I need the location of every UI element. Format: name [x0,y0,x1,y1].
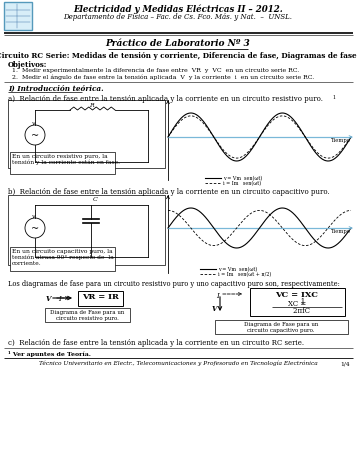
Text: Electricidad y Medidas Eléctricas II – 2012.: Electricidad y Medidas Eléctricas II – 2… [73,4,283,13]
Text: Circuito RC Serie: Medidas de tensión y corriente, Diferencia de fase, Diagramas: Circuito RC Serie: Medidas de tensión y … [0,52,357,60]
Text: VR = IR: VR = IR [81,293,119,301]
Text: v = Vm  sen(ωt): v = Vm sen(ωt) [218,267,257,272]
Text: i = Im   sen(ωt): i = Im sen(ωt) [223,181,261,186]
FancyBboxPatch shape [4,2,32,30]
Text: ¹ Ver apuntes de Teoría.: ¹ Ver apuntes de Teoría. [8,351,91,357]
FancyBboxPatch shape [215,320,348,334]
FancyBboxPatch shape [250,288,345,316]
Text: Departamento de Física – Fac. de Cs. Fco. Más. y Nat.  –  UNSL.: Departamento de Física – Fac. de Cs. Fco… [64,13,292,21]
Text: XC =: XC = [288,300,306,308]
Text: i = Im   sen(ωt + π/2): i = Im sen(ωt + π/2) [218,272,271,277]
Text: 1.  Medir experimentalmente la diferencia de fase entre  VR  y  VC  en un circui: 1. Medir experimentalmente la diferencia… [12,68,299,73]
FancyBboxPatch shape [10,247,115,271]
Text: b)  Relación de fase entre la tensión aplicada y la corriente en un circuito cap: b) Relación de fase entre la tensión apl… [8,188,330,196]
Text: Técnico Universitario en Electr., Telecomunicaciones y Profesorado en Tecnología: Técnico Universitario en Electr., Teleco… [39,361,317,366]
FancyBboxPatch shape [10,152,115,174]
Text: En un circuito capacitivo puro, la
tensión atrasa 90° respecto de  la
corriente.: En un circuito capacitivo puro, la tensi… [12,249,114,266]
FancyBboxPatch shape [8,100,165,168]
Text: Diagrama de Fase para un
circuito capacitivo puro.: Diagrama de Fase para un circuito capaci… [244,322,318,333]
Text: 1: 1 [285,298,305,306]
Text: 2πfC: 2πfC [284,307,310,315]
Text: v = Vm  sen(ωt): v = Vm sen(ωt) [223,176,262,181]
Text: V: V [46,295,51,303]
Text: Objetivos:: Objetivos: [8,61,47,69]
Text: v: v [32,121,35,126]
Text: I: I [216,292,219,300]
Text: Diagrama de Fase para un
circuito resistivo puro.: Diagrama de Fase para un circuito resist… [50,310,124,321]
Text: 1/4: 1/4 [340,361,350,366]
Text: v: v [32,214,35,219]
Text: R: R [89,103,94,108]
Text: c)  Relación de fase entre la tensión aplicada y la corriente en un circuito RC : c) Relación de fase entre la tensión apl… [8,339,304,347]
Text: ~: ~ [31,225,39,233]
Text: Los diagramas de fase para un circuito resistivo puro y uno capacitivo puro son,: Los diagramas de fase para un circuito r… [8,280,340,288]
Text: 1: 1 [332,95,335,100]
FancyBboxPatch shape [45,308,130,322]
Text: Tiempo: Tiempo [331,138,351,143]
Text: 2.  Medir el ángulo de fase entre la tensión aplicada  V  y la corriente  i  en : 2. Medir el ángulo de fase entre la tens… [12,74,314,79]
Text: V: V [212,305,217,313]
Text: VC = IXC: VC = IXC [276,291,318,299]
Text: I: I [58,295,61,303]
FancyBboxPatch shape [78,291,123,306]
Text: Práctico de Laboratorio Nº 3: Práctico de Laboratorio Nº 3 [106,39,250,48]
Text: I) Introducción teórica.: I) Introducción teórica. [8,85,104,93]
Text: En un circuito resistivo puro, la
tensión y la corriente están en fase.: En un circuito resistivo puro, la tensió… [12,154,120,165]
Text: C: C [93,197,98,202]
Text: a)  Relación de fase entre la tensión aplicada y la corriente en un circuito res: a) Relación de fase entre la tensión apl… [8,95,323,103]
Text: Tiempo: Tiempo [331,229,351,234]
Text: ~: ~ [31,132,39,140]
FancyBboxPatch shape [8,195,165,265]
